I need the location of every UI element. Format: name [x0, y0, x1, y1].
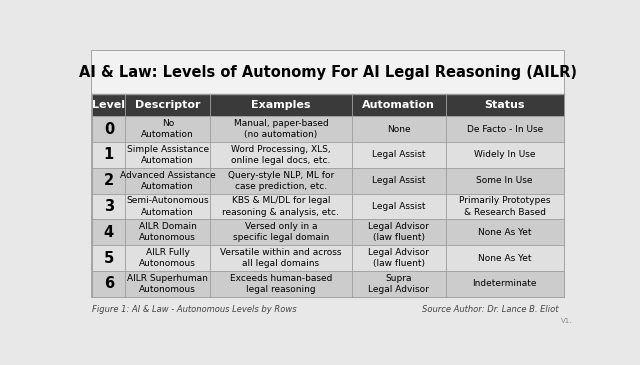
Text: Level: Level	[92, 100, 125, 110]
Text: 4: 4	[104, 225, 114, 240]
Text: 0: 0	[104, 122, 114, 137]
Bar	[125, 116, 210, 142]
Bar	[210, 219, 351, 245]
Text: Figure 1: AI & Law - Autonomous Levels by Rows: Figure 1: AI & Law - Autonomous Levels b…	[92, 305, 297, 314]
Text: No
Automation: No Automation	[141, 119, 194, 139]
Text: AI & Law: Levels of Autonomy For AI Legal Reasoning (AILR): AI & Law: Levels of Autonomy For AI Lega…	[79, 65, 577, 80]
Bar	[446, 245, 564, 271]
Text: Manual, paper-based
(no automation): Manual, paper-based (no automation)	[234, 119, 328, 139]
Text: V1.: V1.	[561, 318, 573, 324]
Bar	[92, 245, 125, 271]
Text: Legal Assist: Legal Assist	[372, 202, 426, 211]
Bar	[125, 245, 210, 271]
Text: Word Processing, XLS,
online legal docs, etc.: Word Processing, XLS, online legal docs,…	[231, 145, 331, 165]
Text: 1: 1	[104, 147, 114, 162]
Text: Legal Assist: Legal Assist	[372, 176, 426, 185]
Text: Some In Use: Some In Use	[476, 176, 533, 185]
Bar	[210, 245, 351, 271]
Bar	[92, 51, 564, 95]
Bar	[92, 194, 125, 219]
Bar	[210, 95, 351, 116]
Bar	[351, 142, 446, 168]
Text: Indeterminate: Indeterminate	[472, 279, 537, 288]
Bar	[446, 219, 564, 245]
Text: Widely In Use: Widely In Use	[474, 150, 536, 160]
Text: 2: 2	[104, 173, 114, 188]
Bar	[125, 168, 210, 194]
Text: Supra
Legal Advisor: Supra Legal Advisor	[368, 274, 429, 294]
Bar	[125, 142, 210, 168]
Bar	[351, 116, 446, 142]
Text: Query-style NLP, ML for
case prediction, etc.: Query-style NLP, ML for case prediction,…	[228, 171, 334, 191]
Text: AILR Domain
Autonomous: AILR Domain Autonomous	[139, 222, 196, 242]
Bar	[210, 271, 351, 297]
Text: Versatile within and across
all legal domains: Versatile within and across all legal do…	[220, 248, 342, 268]
Bar	[351, 168, 446, 194]
Bar	[92, 95, 125, 116]
Bar	[125, 95, 210, 116]
Text: Exceeds human-based
legal reasoning: Exceeds human-based legal reasoning	[230, 274, 332, 294]
Text: None: None	[387, 125, 410, 134]
Bar	[92, 51, 564, 297]
Text: AILR Fully
Autonomous: AILR Fully Autonomous	[140, 248, 196, 268]
Bar	[92, 168, 125, 194]
Text: De Facto - In Use: De Facto - In Use	[467, 125, 543, 134]
Bar	[210, 116, 351, 142]
Text: Semi-Autonomous
Automation: Semi-Autonomous Automation	[127, 196, 209, 216]
Bar	[351, 245, 446, 271]
Bar	[446, 194, 564, 219]
Bar	[446, 116, 564, 142]
Bar	[351, 194, 446, 219]
Bar	[92, 116, 125, 142]
Bar	[92, 271, 125, 297]
Bar	[125, 219, 210, 245]
Text: Advanced Assistance
Automation: Advanced Assistance Automation	[120, 171, 216, 191]
Text: Status: Status	[484, 100, 525, 110]
Bar	[446, 168, 564, 194]
Text: 3: 3	[104, 199, 114, 214]
Bar	[210, 168, 351, 194]
Text: Examples: Examples	[251, 100, 310, 110]
Text: Descriptor: Descriptor	[135, 100, 200, 110]
Bar	[125, 271, 210, 297]
Text: Legal Assist: Legal Assist	[372, 150, 426, 160]
Text: Primarily Prototypes
& Research Based: Primarily Prototypes & Research Based	[459, 196, 550, 216]
Text: None As Yet: None As Yet	[478, 228, 531, 237]
Bar	[446, 95, 564, 116]
Bar	[92, 142, 125, 168]
Text: Automation: Automation	[362, 100, 435, 110]
Text: None As Yet: None As Yet	[478, 254, 531, 262]
Text: KBS & ML/DL for legal
reasoning & analysis, etc.: KBS & ML/DL for legal reasoning & analys…	[223, 196, 339, 216]
Bar	[351, 95, 446, 116]
Bar	[210, 142, 351, 168]
Text: Legal Advisor
(law fluent): Legal Advisor (law fluent)	[368, 222, 429, 242]
Bar	[351, 271, 446, 297]
Text: Legal Advisor
(law fluent): Legal Advisor (law fluent)	[368, 248, 429, 268]
Text: 6: 6	[104, 276, 114, 291]
Text: Source Author: Dr. Lance B. Eliot: Source Author: Dr. Lance B. Eliot	[422, 305, 559, 314]
Bar	[125, 194, 210, 219]
Bar	[210, 194, 351, 219]
Text: Simple Assistance
Automation: Simple Assistance Automation	[127, 145, 209, 165]
Bar	[92, 219, 125, 245]
Bar	[446, 271, 564, 297]
Text: 5: 5	[104, 251, 114, 266]
Text: Versed only in a
specific legal domain: Versed only in a specific legal domain	[233, 222, 329, 242]
Bar	[351, 219, 446, 245]
Bar	[446, 142, 564, 168]
Text: AILR Superhuman
Autonomous: AILR Superhuman Autonomous	[127, 274, 208, 294]
